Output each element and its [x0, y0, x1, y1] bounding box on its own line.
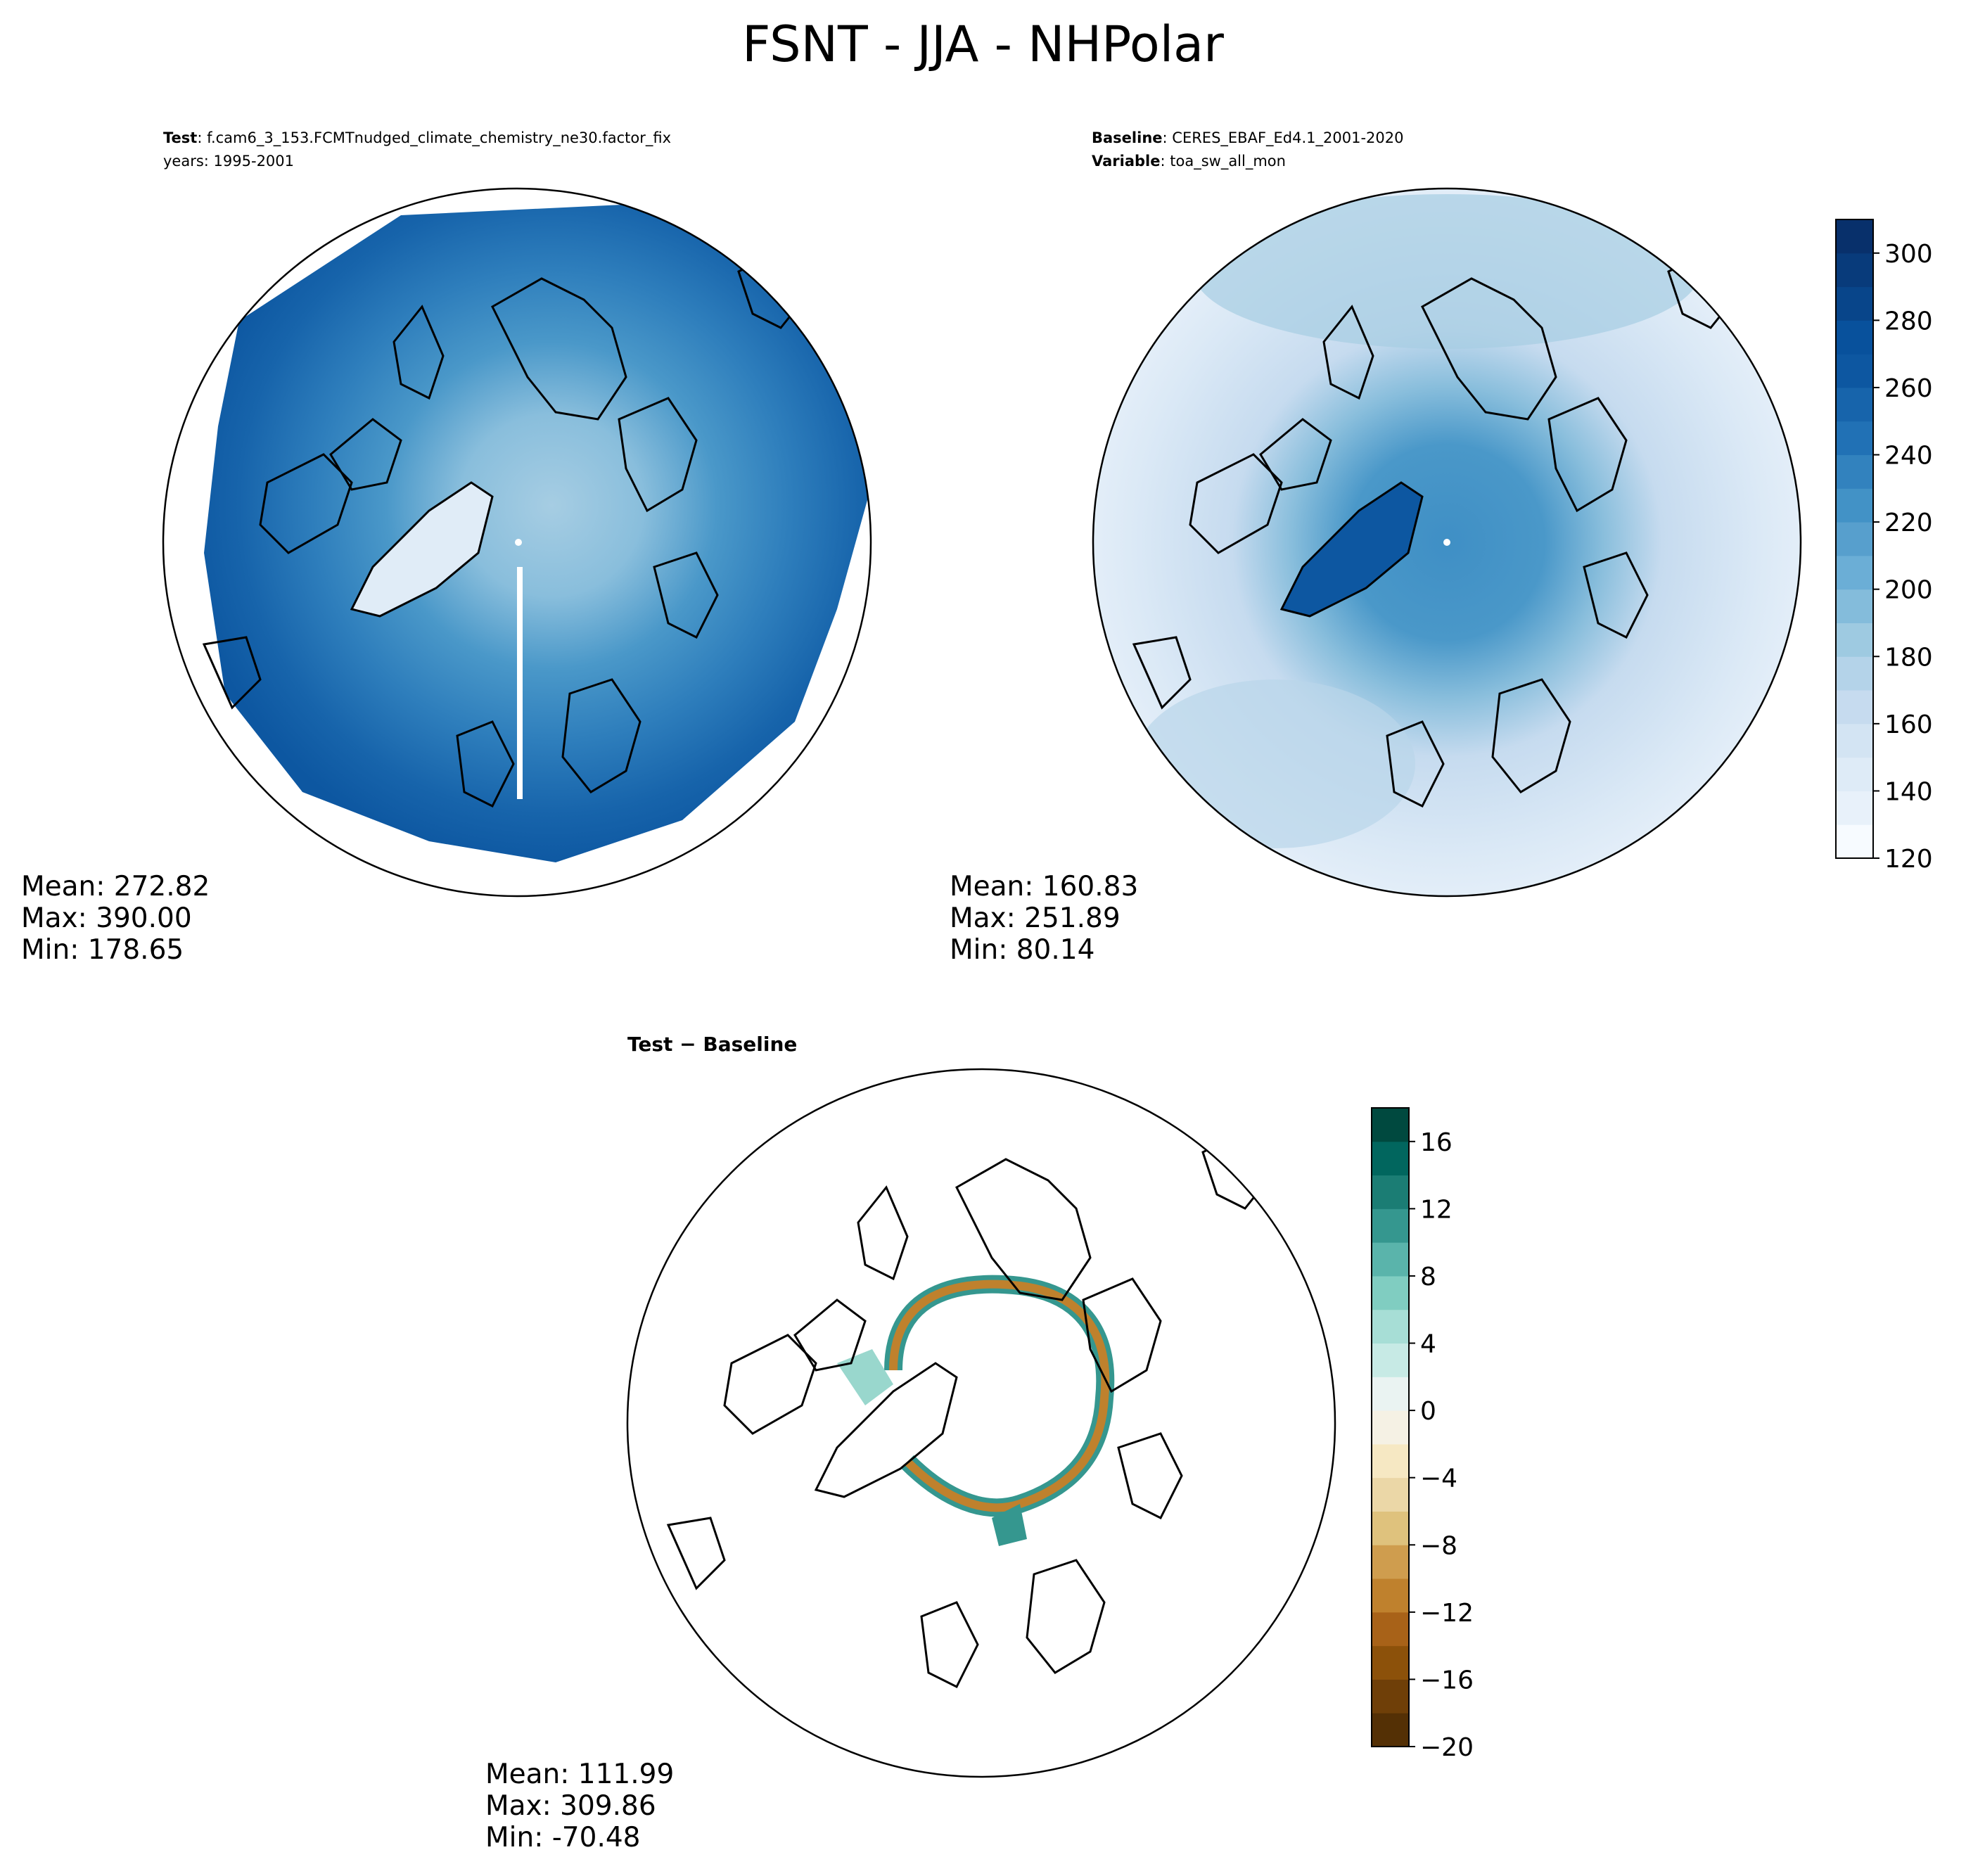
difference-map-boundary — [626, 1068, 1336, 1778]
test-map — [162, 187, 872, 898]
difference-colorbar-segment — [1372, 1343, 1409, 1377]
baseline-variable-label: Variable — [1092, 153, 1161, 170]
baseline-colorbar-tick-label: 140 — [1884, 777, 1933, 806]
difference-colorbar-tick-label: −4 — [1420, 1465, 1457, 1493]
difference-colorbar-tick-label: −12 — [1420, 1599, 1474, 1628]
baseline-colorbar-segment — [1836, 824, 1873, 859]
baseline-colorbar: 120 140 160 180 200 220 240 260 280 300 — [1835, 219, 1933, 874]
baseline-colorbar-segment — [1836, 454, 1873, 489]
baseline-colorbar-segment — [1836, 522, 1873, 556]
figure-title: FSNT - JJA - NHPolar — [742, 15, 1224, 73]
baseline-label: Baseline — [1092, 129, 1163, 146]
difference-stats: Mean: 111.99 Max: 309.86 Min: -70.48 — [485, 1759, 674, 1853]
difference-colorbar-segment — [1372, 1141, 1409, 1176]
baseline-colorbar-segment — [1836, 387, 1873, 422]
baseline-colorbar-tick-label: 260 — [1884, 374, 1933, 403]
baseline-case: CERES_EBAF_Ed4.1_2001-2020 — [1172, 129, 1404, 146]
test-case: f.cam6_3_153.FCMTnudged_climate_chemistr… — [207, 129, 672, 146]
test-min: Min: 178.65 — [21, 934, 184, 966]
difference-colorbar-segment — [1372, 1309, 1409, 1344]
difference-colorbar: −20 −16 −12 −8 −4 0 4 8 12 16 — [1371, 1107, 1474, 1762]
test-field — [163, 189, 871, 896]
difference-colorbar-segment — [1372, 1679, 1409, 1714]
difference-colorbar-segment — [1372, 1511, 1409, 1545]
difference-colorbar-segment — [1372, 1410, 1409, 1445]
baseline-colorbar-tick-label: 300 — [1884, 240, 1933, 269]
difference-colorbar-segment — [1372, 1108, 1409, 1142]
baseline-colorbar-segment — [1836, 488, 1873, 523]
baseline-colorbar-segment — [1836, 354, 1873, 388]
baseline-colorbar-segment — [1836, 320, 1873, 355]
difference-colorbar-segment — [1372, 1545, 1409, 1579]
baseline-field — [1093, 189, 1801, 896]
baseline-greenland-high — [1282, 483, 1422, 616]
baseline-min: Min: 80.14 — [950, 934, 1095, 966]
baseline-header: Baseline: CERES_EBAF_Ed4.1_2001-2020 Var… — [1092, 129, 1404, 170]
baseline-colorbar-segment — [1836, 723, 1873, 758]
difference-colorbar-segment — [1372, 1578, 1409, 1613]
difference-colorbar-tick-label: −20 — [1420, 1733, 1474, 1762]
difference-colorbar-segment — [1372, 1477, 1409, 1512]
baseline-colorbar-tick-label: 180 — [1884, 643, 1933, 672]
baseline-colorbar-tick-label: 120 — [1884, 845, 1933, 874]
baseline-colorbar-segment — [1836, 791, 1873, 825]
baseline-colorbar-tick-label: 200 — [1884, 576, 1933, 605]
difference-colorbar-tick-label: 0 — [1420, 1397, 1436, 1426]
difference-colorbar-segment — [1372, 1713, 1409, 1747]
test-coastlines — [202, 249, 810, 808]
baseline-colorbar-segment — [1836, 656, 1873, 691]
baseline-mean: Mean: 160.83 — [950, 871, 1139, 902]
baseline-colorbar-frame — [1835, 219, 1874, 859]
difference-colorbar-segment — [1372, 1377, 1409, 1411]
baseline-stats: Mean: 160.83 Max: 251.89 Min: 80.14 — [950, 871, 1138, 966]
difference-colorbar-tick-label: 16 — [1420, 1128, 1453, 1157]
difference-mean: Mean: 111.99 — [485, 1759, 675, 1790]
test-stats: Mean: 272.82 Max: 390.00 Min: 178.65 — [21, 871, 210, 966]
baseline-colorbar-segment — [1836, 555, 1873, 590]
difference-colorbar-segment — [1372, 1208, 1409, 1243]
difference-colorbar-tick-label: 4 — [1420, 1330, 1436, 1359]
difference-colorbar-tick-label: 12 — [1420, 1195, 1453, 1224]
difference-title: Test − Baseline — [627, 1033, 798, 1056]
baseline-colorbar-segment — [1836, 253, 1873, 288]
difference-colorbar-segment — [1372, 1242, 1409, 1277]
baseline-colorbar-segment — [1836, 286, 1873, 321]
baseline-map-boundary — [1092, 187, 1802, 898]
test-years: years: 1995-2001 — [163, 153, 295, 170]
test-mean: Mean: 272.82 — [21, 871, 210, 902]
difference-colorbar-tick-label: −8 — [1420, 1531, 1457, 1560]
difference-colorbar-segment — [1372, 1612, 1409, 1647]
baseline-colorbar-segment — [1836, 690, 1873, 725]
difference-colorbar-frame — [1371, 1107, 1410, 1747]
test-header: Test: f.cam6_3_153.FCMTnudged_climate_ch… — [163, 127, 671, 173]
baseline-colorbar-tick-label: 160 — [1884, 710, 1933, 739]
difference-colorbar-segment — [1372, 1275, 1409, 1310]
baseline-max: Max: 251.89 — [950, 902, 1121, 934]
baseline-colorbar-segment — [1836, 219, 1873, 254]
baseline-map — [1092, 187, 1802, 898]
baseline-colorbar-tick-label: 240 — [1884, 442, 1933, 471]
test-map-boundary — [162, 187, 872, 898]
difference-colorbar-tick-label: 8 — [1420, 1263, 1436, 1291]
baseline-colorbar-tick-label: 280 — [1884, 307, 1933, 336]
test-label: Test — [163, 129, 198, 146]
baseline-colorbar-tick-label: 220 — [1884, 509, 1933, 537]
test-max: Max: 390.00 — [21, 902, 192, 934]
difference-min: Min: -70.48 — [485, 1822, 641, 1853]
difference-colorbar-segment — [1372, 1443, 1409, 1479]
baseline-colorbar-segment — [1836, 757, 1873, 791]
difference-colorbar-tick-label: −16 — [1420, 1666, 1474, 1695]
baseline-colorbar-segment — [1836, 589, 1873, 623]
difference-colorbar-segment — [1372, 1175, 1409, 1209]
difference-field — [627, 1069, 1335, 1777]
difference-max: Max: 309.86 — [485, 1790, 656, 1822]
test-greenland-low — [352, 483, 492, 616]
baseline-variable: toa_sw_all_mon — [1170, 153, 1286, 170]
difference-map — [626, 1068, 1336, 1778]
baseline-colorbar-segment — [1836, 421, 1873, 456]
difference-colorbar-segment — [1372, 1645, 1409, 1680]
baseline-colorbar-segment — [1836, 623, 1873, 657]
